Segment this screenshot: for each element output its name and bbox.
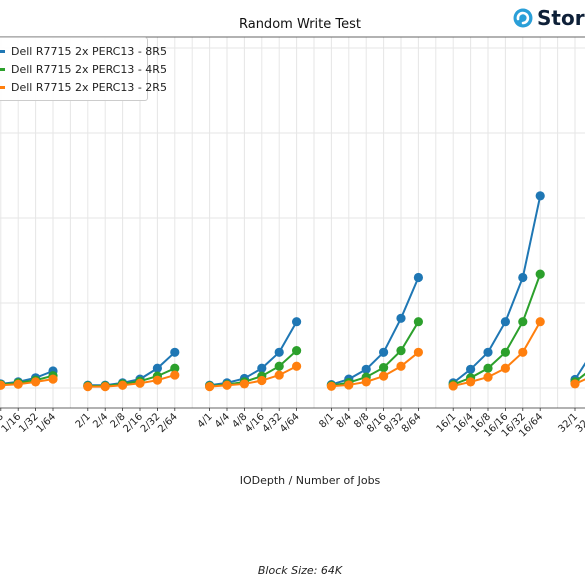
data-point-4r5 xyxy=(413,317,423,327)
chart-title: Random Write Test xyxy=(238,17,361,32)
data-point-4r5 xyxy=(500,347,510,357)
x-tick-label: 1/8 xyxy=(0,411,6,430)
series-line-8r5 xyxy=(331,277,420,386)
data-point-4r5 xyxy=(396,346,406,356)
data-point-8r5 xyxy=(292,317,302,327)
data-point-2r5 xyxy=(135,378,145,388)
data-point-2r5 xyxy=(239,379,249,389)
data-point-2r5 xyxy=(379,371,389,381)
x-tick-label: 1/64 xyxy=(34,411,58,435)
data-point-4r5 xyxy=(292,346,302,356)
x-tick-label: 8/64 xyxy=(400,411,424,435)
x-tick-label: 8/1 xyxy=(317,411,336,430)
x-tick-label: 2/4 xyxy=(91,411,110,430)
data-point-4r5 xyxy=(535,269,545,279)
storagereview-logo-icon xyxy=(513,8,533,28)
data-point-2r5 xyxy=(100,382,110,392)
legend-swatch xyxy=(0,67,5,71)
data-point-2r5 xyxy=(257,375,267,386)
legend-swatch xyxy=(0,85,5,89)
data-point-8r5 xyxy=(413,272,423,283)
data-point-8r5 xyxy=(170,347,180,357)
x-tick-label: 8/4 xyxy=(335,411,354,430)
data-point-8r5 xyxy=(257,363,267,373)
data-point-4r5 xyxy=(274,361,284,371)
data-point-2r5 xyxy=(152,375,162,385)
data-point-2r5 xyxy=(48,374,58,384)
data-point-8r5 xyxy=(466,364,476,374)
series-line-4r5 xyxy=(209,349,298,387)
data-point-8r5 xyxy=(361,364,371,374)
x-axis-label: IODepth / Number of Jobs xyxy=(239,474,381,487)
x-tick-label: 2/64 xyxy=(156,411,180,435)
legend-label: Dell R7715 2x PERC13 - 8R5 xyxy=(11,44,167,58)
brand-logo: Stora xyxy=(513,6,585,30)
x-tick-label: 4/64 xyxy=(278,411,302,435)
data-point-2r5 xyxy=(326,381,336,391)
data-point-2r5 xyxy=(83,382,93,392)
data-point-2r5 xyxy=(205,382,215,392)
data-point-2r5 xyxy=(118,380,128,390)
data-point-8r5 xyxy=(152,363,162,373)
data-point-2r5 xyxy=(292,361,302,371)
data-point-8r5 xyxy=(483,347,493,357)
data-point-8r5 xyxy=(396,313,406,323)
data-point-2r5 xyxy=(500,363,510,373)
data-point-8r5 xyxy=(274,347,284,357)
data-point-2r5 xyxy=(0,380,6,390)
x-tick-label: 2/1 xyxy=(74,411,93,430)
legend-label: Dell R7715 2x PERC13 - 4R5 xyxy=(11,62,167,76)
data-point-4r5 xyxy=(170,363,180,373)
series-line-8r5 xyxy=(574,362,585,381)
data-point-2r5 xyxy=(448,381,458,391)
data-point-2r5 xyxy=(466,377,476,387)
data-point-8r5 xyxy=(500,317,510,327)
data-point-2r5 xyxy=(361,377,371,387)
x-tick-label: 4/1 xyxy=(196,411,215,430)
chart-legend: Dell R7715 2x PERC13 - 8R5 Dell R7715 2x … xyxy=(0,37,167,101)
data-point-2r5 xyxy=(483,372,493,382)
data-point-8r5 xyxy=(379,347,389,357)
data-point-2r5 xyxy=(518,347,528,357)
data-point-8r5 xyxy=(535,191,545,201)
data-point-2r5 xyxy=(570,379,580,389)
legend-item: Dell R7715 2x PERC13 - 8R5 xyxy=(0,42,167,60)
series-line-2r5 xyxy=(574,378,585,385)
data-point-4r5 xyxy=(379,363,389,373)
series-line-4r5 xyxy=(331,321,420,387)
data-point-2r5 xyxy=(535,317,545,327)
block-size-footnote: Block Size: 64K xyxy=(257,564,343,577)
x-tick-label: 4/4 xyxy=(213,411,232,430)
series-line-8r5 xyxy=(452,195,542,384)
data-point-2r5 xyxy=(170,370,180,380)
logo-text: Stora xyxy=(537,6,585,30)
legend-label: Dell R7715 2x PERC13 - 2R5 xyxy=(11,80,167,94)
legend-item: Dell R7715 2x PERC13 - 2R5 xyxy=(0,78,167,96)
series-lines xyxy=(0,191,585,392)
x-tick-labels: 1/81/161/321/64 2/12/42/82/162/322/64 4/14… xyxy=(0,411,585,439)
data-point-4r5 xyxy=(483,363,493,373)
data-point-2r5 xyxy=(344,380,354,390)
data-point-2r5 xyxy=(222,380,232,390)
data-point-2r5 xyxy=(396,361,406,371)
legend-item: Dell R7715 2x PERC13 - 4R5 xyxy=(0,60,167,78)
data-point-8r5 xyxy=(518,272,528,283)
data-point-4r5 xyxy=(518,317,528,327)
data-point-2r5 xyxy=(30,377,41,387)
data-point-2r5 xyxy=(274,370,284,380)
legend-swatch xyxy=(0,49,5,53)
x-tick-label: 32/4 xyxy=(574,411,585,435)
data-point-2r5 xyxy=(413,347,423,357)
data-point-2r5 xyxy=(13,379,23,389)
